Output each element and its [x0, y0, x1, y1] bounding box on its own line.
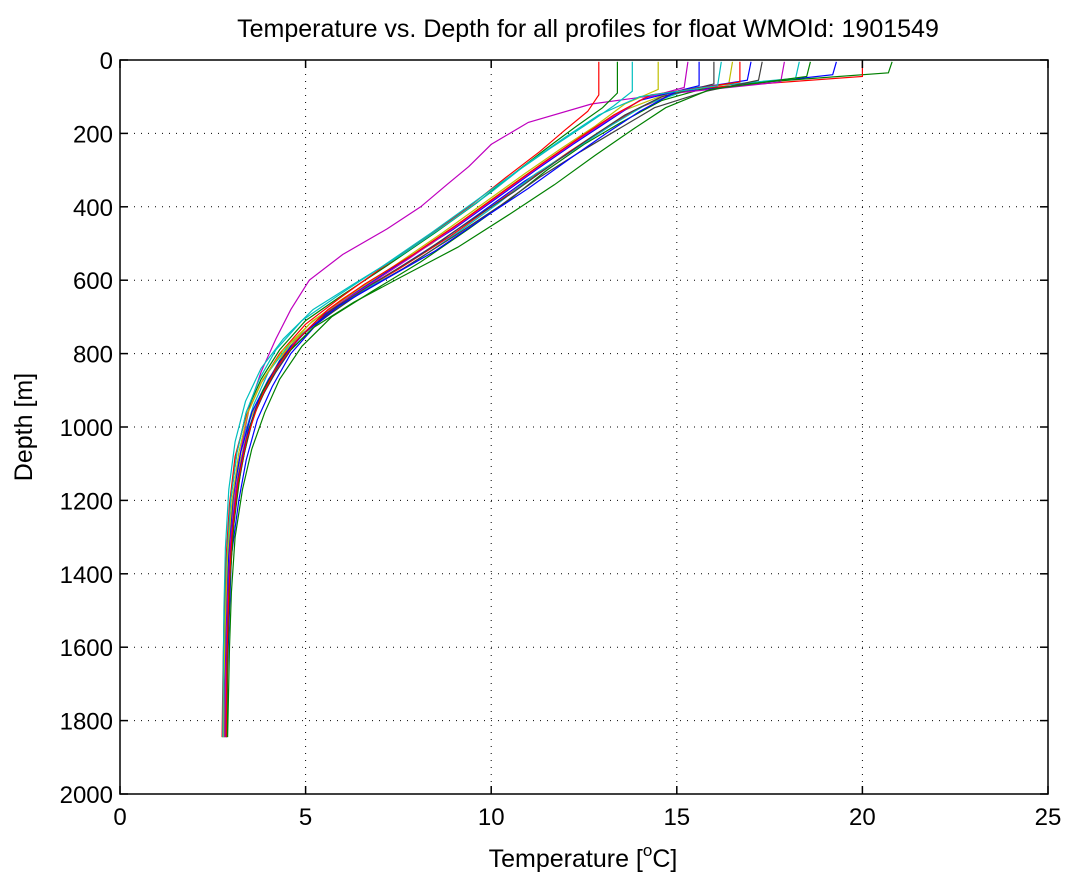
x-tick-label: 25 [1035, 804, 1062, 831]
x-axis-label: Temperature [oC] [489, 841, 678, 873]
profile-line-1 [226, 61, 837, 738]
y-tick-label: 1000 [60, 415, 113, 442]
x-tick-labels: 0 5 10 15 20 25 [113, 804, 1061, 831]
profile-line-16 [226, 61, 811, 738]
profile-line-2 [227, 61, 893, 738]
profile-line-8 [223, 61, 700, 738]
profile-lines [221, 61, 893, 738]
y-axis-label: Depth [m] [10, 373, 38, 481]
profile-line-11 [222, 61, 633, 738]
profile-line-17 [225, 61, 741, 738]
grid-lines [120, 60, 1048, 794]
x-tick-label: 5 [299, 804, 312, 831]
profile-line-5 [224, 61, 785, 738]
profile-line-10 [221, 61, 600, 738]
y-tick-label: 1800 [60, 709, 113, 736]
profile-line-15 [225, 61, 752, 738]
y-tick-label: 800 [73, 342, 113, 369]
profile-line-13 [223, 61, 659, 738]
x-tick-label: 20 [849, 804, 876, 831]
y-tick-label: 1200 [60, 488, 113, 515]
x-tick-label: 0 [113, 804, 126, 831]
y-tick-labels: 0 200 400 600 800 1000 1200 1400 1600 1800 2000 [60, 48, 113, 809]
y-tick-label: 600 [73, 268, 113, 295]
profile-line-6 [224, 61, 734, 738]
profile-line-18 [222, 61, 722, 738]
profile-line-7 [225, 61, 763, 738]
x-tick-label: 10 [478, 804, 505, 831]
y-tick-label: 1400 [60, 562, 113, 589]
profile-line-9 [221, 61, 619, 738]
x-tick-label: 15 [663, 804, 690, 831]
chart-title: Temperature vs. Depth for all profiles f… [237, 15, 939, 43]
y-tick-label: 0 [100, 48, 113, 75]
y-tick-label: 400 [73, 195, 113, 222]
profile-line-4 [223, 61, 800, 738]
profile-line-14 [225, 61, 715, 738]
y-tick-label: 2000 [60, 782, 113, 809]
y-tick-label: 200 [73, 121, 113, 148]
y-tick-label: 1600 [60, 635, 113, 662]
profile-line-12 [224, 61, 689, 738]
axis-ticks [119, 59, 1049, 795]
